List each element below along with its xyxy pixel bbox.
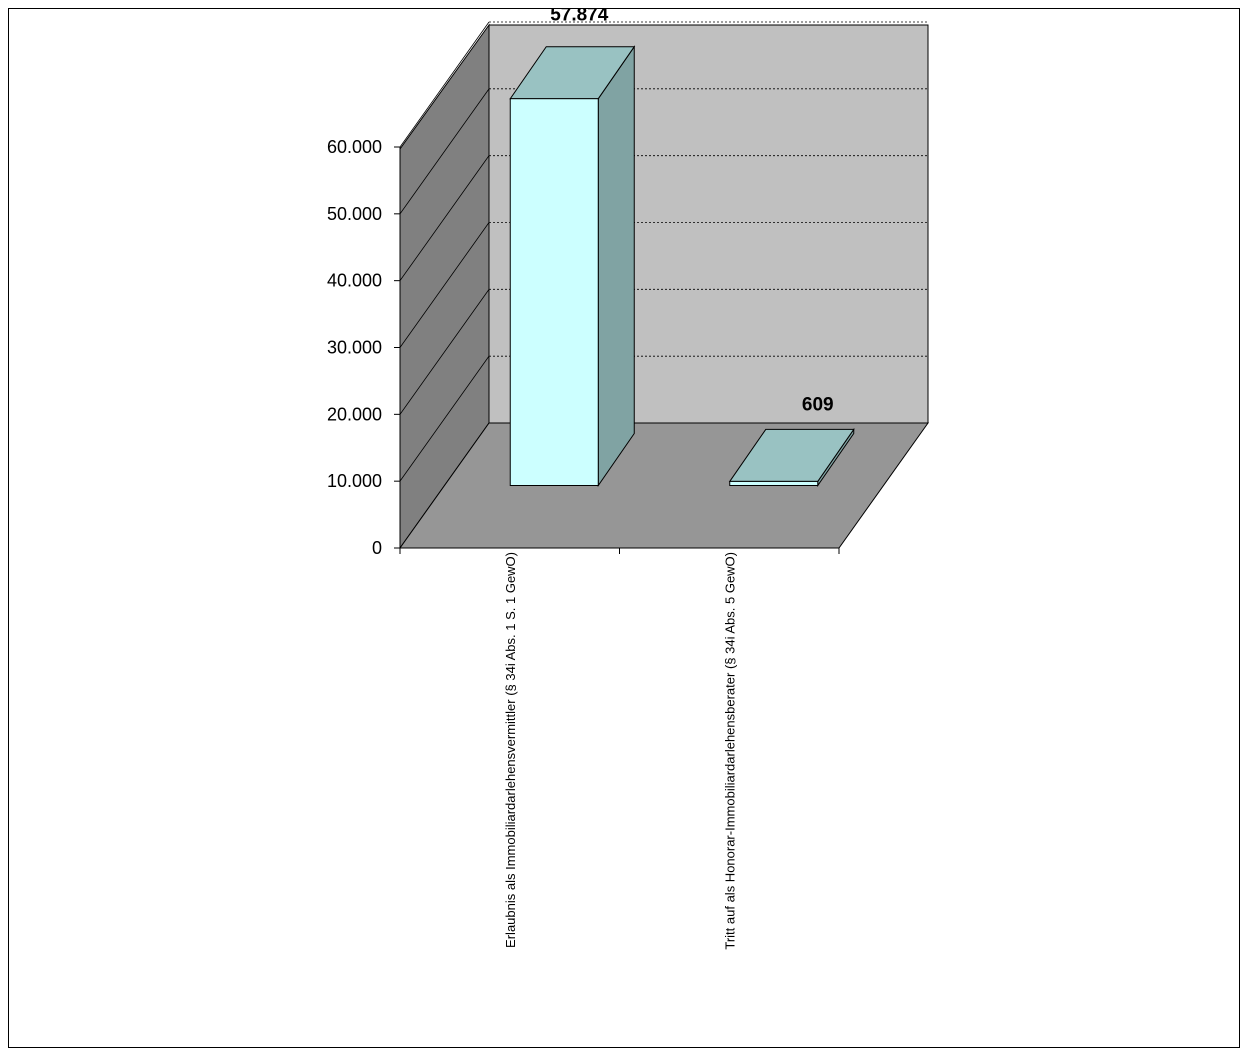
gridline-side	[399, 222, 490, 348]
gridline-side	[399, 21, 490, 148]
y-tick-label: 10.000	[327, 471, 382, 491]
bars	[509, 45, 855, 488]
x-tick-label: Erlaubnis als Immobiliardarlehensvermitt…	[503, 552, 518, 948]
x-tick-label: Tritt auf als Honorar-Immobiliardarlehen…	[722, 552, 737, 950]
y-tick-label: 50.000	[327, 204, 382, 224]
bar-2	[728, 427, 855, 488]
bar-side	[597, 45, 635, 488]
gridline-side	[399, 355, 490, 482]
y-tick-label: 0	[372, 538, 382, 558]
data-label: 57.874	[550, 9, 609, 26]
y-axis: 0 10.000 20.000 30.000 40.000 50.000 60.000	[327, 137, 401, 558]
chart-frame: 0 10.000 20.000 30.000 40.000 50.000 60.000 57…	[8, 8, 1240, 1048]
y-tick-label: 40.000	[327, 271, 382, 291]
x-tick-labels: Erlaubnis als Immobiliardarlehensvermitt…	[503, 552, 738, 950]
bar-chart-3d: 0 10.000 20.000 30.000 40.000 50.000 60.000 57…	[327, 9, 929, 950]
bar-front	[509, 98, 599, 486]
y-tick-label: 30.000	[327, 338, 382, 358]
gridline-side	[399, 289, 490, 415]
y-tick-label: 60.000	[327, 137, 382, 157]
gridline-side	[399, 155, 490, 281]
gridline-side	[399, 88, 490, 215]
bar-front	[729, 480, 819, 486]
data-labels: 57.874 609	[550, 9, 833, 415]
bar-1	[509, 45, 636, 488]
data-label: 609	[802, 394, 834, 415]
floor	[399, 422, 929, 549]
x-axis	[399, 547, 840, 554]
y-tick-label: 20.000	[327, 404, 382, 424]
